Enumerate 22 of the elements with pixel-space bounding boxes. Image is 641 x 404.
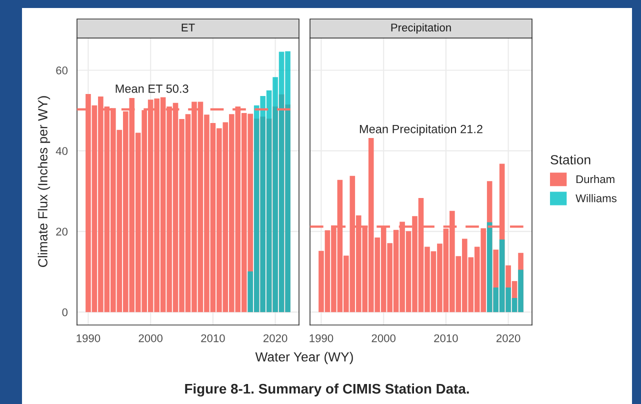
- x-tick-label: 2010: [201, 334, 225, 342]
- y-tick-label: 60: [56, 66, 68, 74]
- chart-title: ET: [182, 24, 195, 32]
- x-tick-label: 1990: [76, 334, 100, 342]
- x-tick-label: 1990: [310, 334, 334, 342]
- legend-title: Station: [550, 154, 590, 164]
- x-tick-label: 2020: [496, 334, 520, 342]
- y-axis-title: Climate Flux (Inches per WY): [38, 96, 50, 267]
- x-tick-label: 2000: [372, 334, 396, 342]
- chart-title: Precipitation: [391, 23, 451, 34]
- y-tick-label: 20: [56, 228, 68, 236]
- x-tick-label: 2000: [138, 334, 163, 342]
- x-tick-label: 2020: [264, 334, 288, 342]
- x-axis-title: Water Year (WY): [255, 352, 353, 364]
- caption: Figure 8-1. Summary of CIMIS Station Data.: [185, 383, 469, 397]
- annotation: Mean ET 50.3: [116, 84, 188, 93]
- x-tick-label: 2010: [434, 334, 458, 342]
- annotation: Mean Precipitation 21.2: [360, 124, 482, 136]
- y-tick-label: 40: [56, 147, 68, 155]
- legend-label: Williams: [576, 194, 617, 202]
- y-tick-label: 0: [62, 308, 68, 316]
- legend-label: Durham: [576, 174, 614, 184]
